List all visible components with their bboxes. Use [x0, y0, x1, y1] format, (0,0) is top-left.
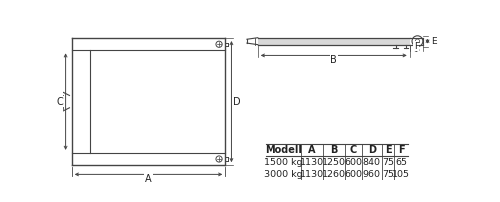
Text: D: D [368, 145, 376, 155]
Text: 1500 kg: 1500 kg [264, 158, 302, 167]
Text: A: A [145, 174, 152, 184]
Text: D: D [233, 97, 240, 107]
Text: 75: 75 [382, 158, 394, 167]
Text: 3000 kg: 3000 kg [264, 170, 302, 179]
Text: F: F [398, 145, 404, 155]
Text: C: C [350, 145, 357, 155]
Text: 840: 840 [362, 158, 380, 167]
Text: C: C [57, 97, 64, 107]
Text: 960: 960 [362, 170, 380, 179]
Bar [258, 38, 410, 45]
Text: A: A [308, 145, 316, 155]
Text: 1250: 1250 [322, 158, 346, 167]
Text: 1130: 1130 [300, 158, 324, 167]
Text: 600: 600 [344, 158, 362, 167]
Text: B: B [330, 55, 337, 65]
Text: 75: 75 [382, 170, 394, 179]
Text: E: E [432, 37, 437, 46]
Text: 65: 65 [395, 158, 407, 167]
Text: F: F [414, 42, 419, 51]
Text: 600: 600 [344, 170, 362, 179]
Text: 1260: 1260 [322, 170, 346, 179]
Text: 1130: 1130 [300, 170, 324, 179]
Text: B: B [330, 145, 338, 155]
Text: Modell: Modell [265, 145, 302, 155]
Text: 105: 105 [392, 170, 410, 179]
Text: E: E [384, 145, 392, 155]
